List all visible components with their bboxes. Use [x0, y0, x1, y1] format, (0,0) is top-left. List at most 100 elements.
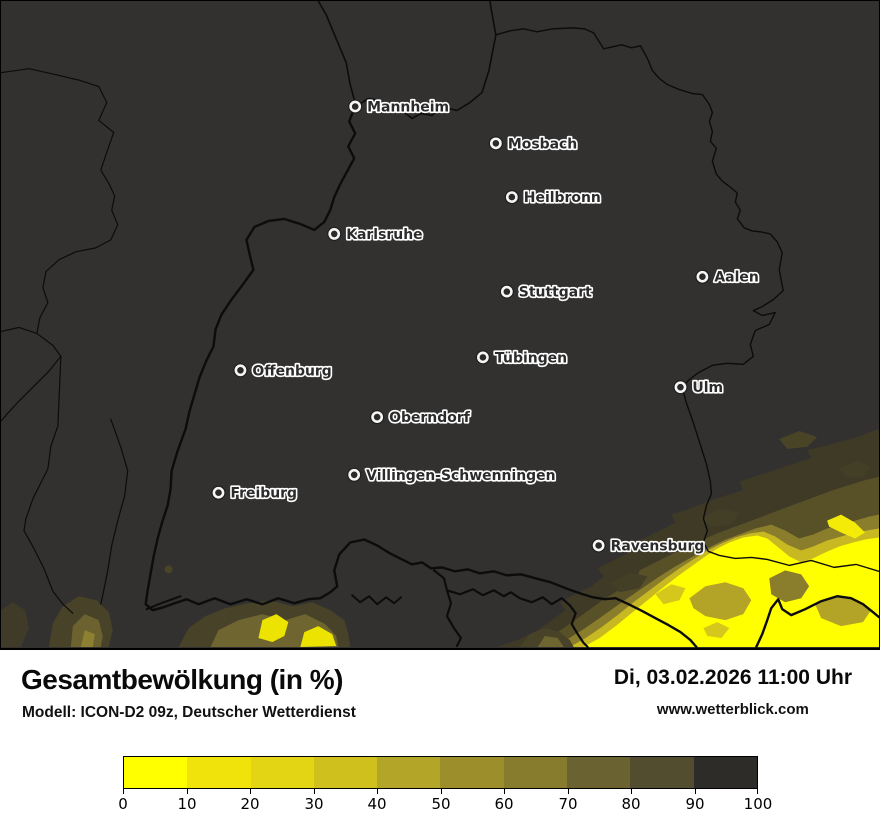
city-ulm: Ulm — [673, 379, 725, 398]
city-dot — [212, 486, 225, 499]
city-oberndorf: Oberndorf — [370, 408, 472, 428]
city-dot — [477, 351, 489, 364]
city-dot — [674, 381, 687, 394]
city-dot-outline — [211, 485, 226, 500]
legend-tick-label: 20 — [240, 795, 260, 813]
city-label: Stuttgart — [519, 285, 592, 301]
border-north — [317, 1, 357, 108]
city-dot-outline — [347, 467, 362, 482]
cloud-patches-south — [1, 565, 574, 648]
city-freiburg: Freiburg — [211, 484, 299, 503]
cloud-band-southeast — [497, 429, 879, 648]
city-dot-outline — [488, 136, 503, 151]
border-west-thin — [1, 68, 119, 335]
map-footer: Gesamtbewölkung (in %) Modell: ICON-D2 0… — [0, 650, 880, 830]
legend-segment-8 — [630, 757, 694, 788]
legend-tick-label: 80 — [621, 795, 641, 813]
city-dot — [348, 468, 361, 481]
page-title: Gesamtbewölkung (in %) — [21, 664, 343, 695]
city-label: Oberndorf — [389, 410, 471, 426]
legend-tick — [123, 789, 124, 794]
legend-segment-0 — [124, 757, 188, 788]
city-dot-outline — [499, 284, 514, 299]
city-dot — [371, 411, 384, 423]
map-canvas: Mannheim Mosbach Heilbronn Karlsruhe Stuttga… — [1, 1, 879, 648]
city-label: Karlsruhe — [346, 227, 422, 243]
city-heilbronn: Heilbronn — [504, 188, 602, 208]
city-dot-outline — [504, 190, 519, 205]
city-offenburg: Offenburg — [233, 362, 333, 381]
border-east-bavaria — [681, 252, 879, 573]
legend-colorbar — [123, 756, 758, 789]
legend-tick-label: 40 — [367, 795, 387, 813]
legend-tick-label: 50 — [431, 795, 451, 813]
legend-tick-label: 10 — [177, 795, 197, 813]
legend-tick — [568, 789, 569, 794]
legend-tick-label: 60 — [494, 795, 514, 813]
legend-tick-label: 70 — [558, 795, 578, 813]
legend-segment-7 — [567, 757, 631, 788]
city-label: Aalen — [714, 270, 758, 286]
city-label: Heilbronn — [524, 190, 601, 206]
legend-tick — [377, 789, 378, 794]
city-stuttgart: Stuttgart — [499, 283, 594, 302]
forecast-time-block: Di, 03.02.2026 11:00 Uhr www.wetterblick… — [614, 666, 852, 718]
border-northeast — [495, 27, 783, 254]
legend-segment-9 — [693, 757, 757, 788]
city-dot-outline — [695, 269, 710, 284]
legend-tick — [441, 789, 442, 794]
city-dot — [349, 100, 362, 113]
border-west-mid — [1, 326, 62, 357]
color-legend: 0 10 20 30 40 50 60 70 80 90 100 — [118, 756, 772, 815]
city-dot — [500, 285, 513, 298]
legend-tick — [187, 789, 188, 794]
border-swiss-south — [333, 538, 698, 648]
website-url: www.wetterblick.com — [656, 701, 809, 718]
city-label: Ravensburg — [611, 538, 705, 554]
city-aalen: Aalen — [695, 268, 760, 287]
city-dot — [234, 364, 247, 377]
legend-tick — [757, 789, 758, 794]
city-dot — [328, 228, 341, 240]
city-mosbach: Mosbach — [488, 135, 579, 154]
city-label: Tübingen — [495, 350, 567, 366]
city-dot-outline — [673, 380, 688, 395]
cloud-cover-map: Mannheim Mosbach Heilbronn Karlsruhe Stuttga… — [0, 0, 880, 650]
city-karlsruhe: Karlsruhe — [327, 225, 424, 244]
map-borders — [1, 1, 879, 648]
legend-tick-label: 100 — [743, 795, 773, 813]
city-dot-outline — [591, 538, 606, 553]
city-markers: Mannheim Mosbach Heilbronn Karlsruhe Stuttga… — [211, 98, 760, 556]
city-dot — [592, 539, 605, 552]
city-mannheim: Mannheim — [348, 98, 451, 117]
city-dot-outline — [475, 350, 490, 365]
city-villingen-schwenningen: Villingen-Schwenningen — [347, 466, 557, 485]
city-label: Mannheim — [367, 100, 449, 116]
city-label: Villingen-Schwenningen — [366, 468, 555, 484]
legend-tick — [250, 789, 251, 794]
forecast-datetime: Di, 03.02.2026 11:00 Uhr — [613, 666, 852, 689]
legend-tick — [504, 789, 505, 794]
border-rhine-france — [144, 107, 357, 612]
city-label: Ulm — [692, 380, 723, 396]
city-dot — [489, 137, 502, 150]
legend-tick-label: 30 — [304, 795, 324, 813]
city-ravensburg: Ravensburg — [591, 537, 706, 556]
legend-segment-1 — [187, 757, 251, 788]
legend-tick — [695, 789, 696, 794]
city-t-bingen: Tübingen — [475, 349, 569, 368]
city-dot-outline — [327, 226, 342, 241]
legend-segment-5 — [440, 757, 504, 788]
city-label: Freiburg — [230, 486, 297, 502]
legend-segment-3 — [313, 757, 378, 788]
legend-tick-label: 0 — [118, 795, 128, 813]
legend-tick — [631, 789, 632, 794]
legend-segment-6 — [503, 757, 568, 788]
city-label: Mosbach — [508, 136, 577, 152]
city-dot — [505, 191, 518, 203]
city-label: Offenburg — [252, 363, 331, 379]
legend-tick-labels: 0 10 20 30 40 50 60 70 80 90 100 — [118, 789, 772, 815]
city-dot-outline — [233, 363, 248, 378]
city-dot-outline — [370, 410, 385, 425]
